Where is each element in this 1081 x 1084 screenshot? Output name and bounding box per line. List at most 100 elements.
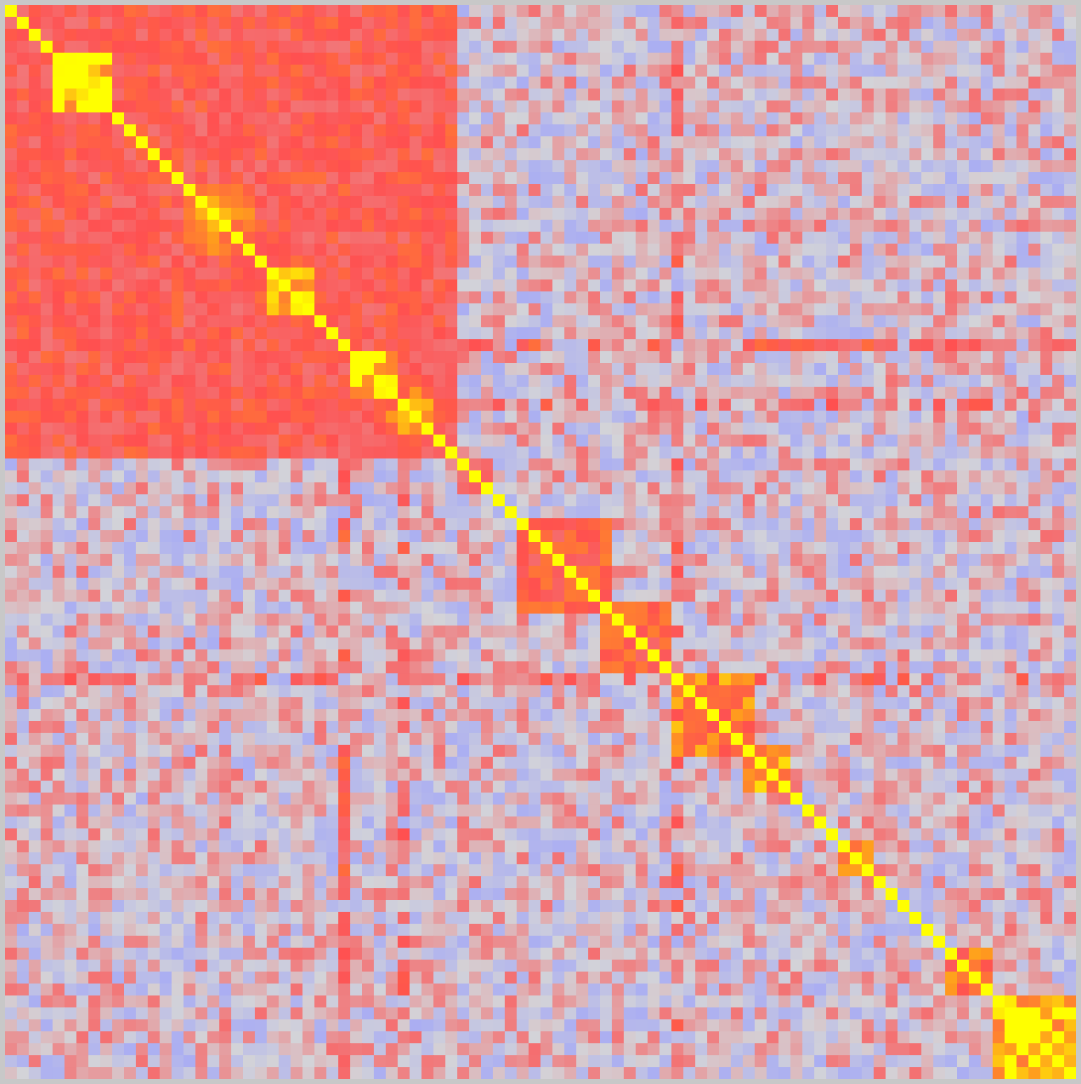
heatmap-cell xyxy=(148,399,161,412)
heatmap-cell xyxy=(790,172,803,185)
heatmap-cell xyxy=(767,160,780,173)
heatmap-cell xyxy=(100,112,113,125)
heatmap-cell xyxy=(529,124,542,137)
heatmap-cell xyxy=(790,542,803,555)
heatmap-cell xyxy=(314,65,327,78)
heatmap-cell xyxy=(636,423,649,436)
heatmap-cell xyxy=(683,303,696,316)
heatmap-cell xyxy=(88,208,101,221)
heatmap-cell xyxy=(981,327,994,340)
heatmap-cell xyxy=(41,232,54,245)
heatmap-cell xyxy=(469,196,482,209)
heatmap-cell xyxy=(88,375,101,388)
heatmap-cell xyxy=(184,256,197,269)
heatmap-cell xyxy=(552,5,565,18)
heatmap-cell xyxy=(529,435,542,448)
heatmap-cell xyxy=(1028,160,1041,173)
heatmap-cell xyxy=(231,470,244,483)
heatmap-cell xyxy=(481,626,494,639)
heatmap-cell xyxy=(207,602,220,615)
heatmap-cell xyxy=(969,494,982,507)
heatmap-cell xyxy=(743,470,756,483)
heatmap-cell xyxy=(969,17,982,30)
heatmap-cell xyxy=(660,435,673,448)
heatmap-cell xyxy=(148,423,161,436)
heatmap-cell xyxy=(386,506,399,519)
heatmap-cell xyxy=(5,339,18,352)
heatmap-cell xyxy=(457,339,470,352)
heatmap-cell xyxy=(350,160,363,173)
heatmap-cell xyxy=(1017,363,1030,376)
heatmap-cell xyxy=(172,160,185,173)
heatmap-cell xyxy=(231,566,244,579)
heatmap-cell xyxy=(231,5,244,18)
heatmap-cell xyxy=(969,351,982,364)
heatmap-cell xyxy=(612,626,625,639)
heatmap-cell xyxy=(76,232,89,245)
heatmap-cell xyxy=(17,208,30,221)
heatmap-cell xyxy=(660,17,673,30)
heatmap-cell xyxy=(517,29,530,42)
heatmap-cell xyxy=(255,602,268,615)
heatmap-cell xyxy=(886,363,899,376)
heatmap-cell xyxy=(1028,554,1041,567)
heatmap-cell xyxy=(588,435,601,448)
heatmap-cell xyxy=(326,602,339,615)
heatmap-cell xyxy=(1005,244,1018,257)
heatmap-cell xyxy=(112,411,125,424)
heatmap-cell xyxy=(255,124,268,137)
heatmap-cell xyxy=(445,208,458,221)
heatmap-cell xyxy=(136,399,149,412)
heatmap-cell xyxy=(969,100,982,113)
heatmap-cell xyxy=(921,232,934,245)
heatmap-cell xyxy=(195,172,208,185)
heatmap-cell xyxy=(410,387,423,400)
heatmap-cell xyxy=(933,29,946,42)
heatmap-cell xyxy=(564,363,577,376)
heatmap-cell xyxy=(909,17,922,30)
heatmap-cell xyxy=(374,506,387,519)
heatmap-cell xyxy=(172,232,185,245)
heatmap-cell xyxy=(148,602,161,615)
heatmap-cell xyxy=(909,602,922,615)
heatmap-cell xyxy=(362,554,375,567)
heatmap-cell xyxy=(53,578,66,591)
heatmap-cell xyxy=(790,399,803,412)
heatmap-cell xyxy=(255,65,268,78)
heatmap-cell xyxy=(826,136,839,149)
heatmap-cell xyxy=(398,29,411,42)
heatmap-cell xyxy=(624,112,637,125)
heatmap-cell xyxy=(683,327,696,340)
heatmap-cell xyxy=(779,375,792,388)
heatmap-cell xyxy=(219,626,232,639)
heatmap-cell xyxy=(219,423,232,436)
heatmap-cell xyxy=(541,423,554,436)
heatmap-cell xyxy=(207,506,220,519)
heatmap-cell xyxy=(493,220,506,233)
heatmap-cell xyxy=(207,208,220,221)
heatmap-cell xyxy=(695,554,708,567)
heatmap-cell xyxy=(303,649,316,662)
heatmap-cell xyxy=(624,530,637,543)
heatmap-cell xyxy=(933,626,946,639)
heatmap-cell xyxy=(1052,590,1065,603)
heatmap-cell xyxy=(457,423,470,436)
heatmap-cell xyxy=(850,196,863,209)
heatmap-cell xyxy=(564,268,577,281)
heatmap-cell xyxy=(5,112,18,125)
heatmap-cell xyxy=(17,256,30,269)
heatmap-cell xyxy=(231,530,244,543)
heatmap-cell xyxy=(874,160,887,173)
heatmap-cell xyxy=(29,423,42,436)
heatmap-cell xyxy=(314,399,327,412)
heatmap-cell xyxy=(921,387,934,400)
heatmap-cell xyxy=(481,112,494,125)
heatmap-cell xyxy=(529,208,542,221)
heatmap-cell xyxy=(53,256,66,269)
heatmap-cell xyxy=(886,566,899,579)
heatmap-cell xyxy=(457,77,470,90)
heatmap-cell xyxy=(838,244,851,257)
heatmap-cell xyxy=(172,435,185,448)
heatmap-cell xyxy=(517,411,530,424)
heatmap-cell xyxy=(41,375,54,388)
